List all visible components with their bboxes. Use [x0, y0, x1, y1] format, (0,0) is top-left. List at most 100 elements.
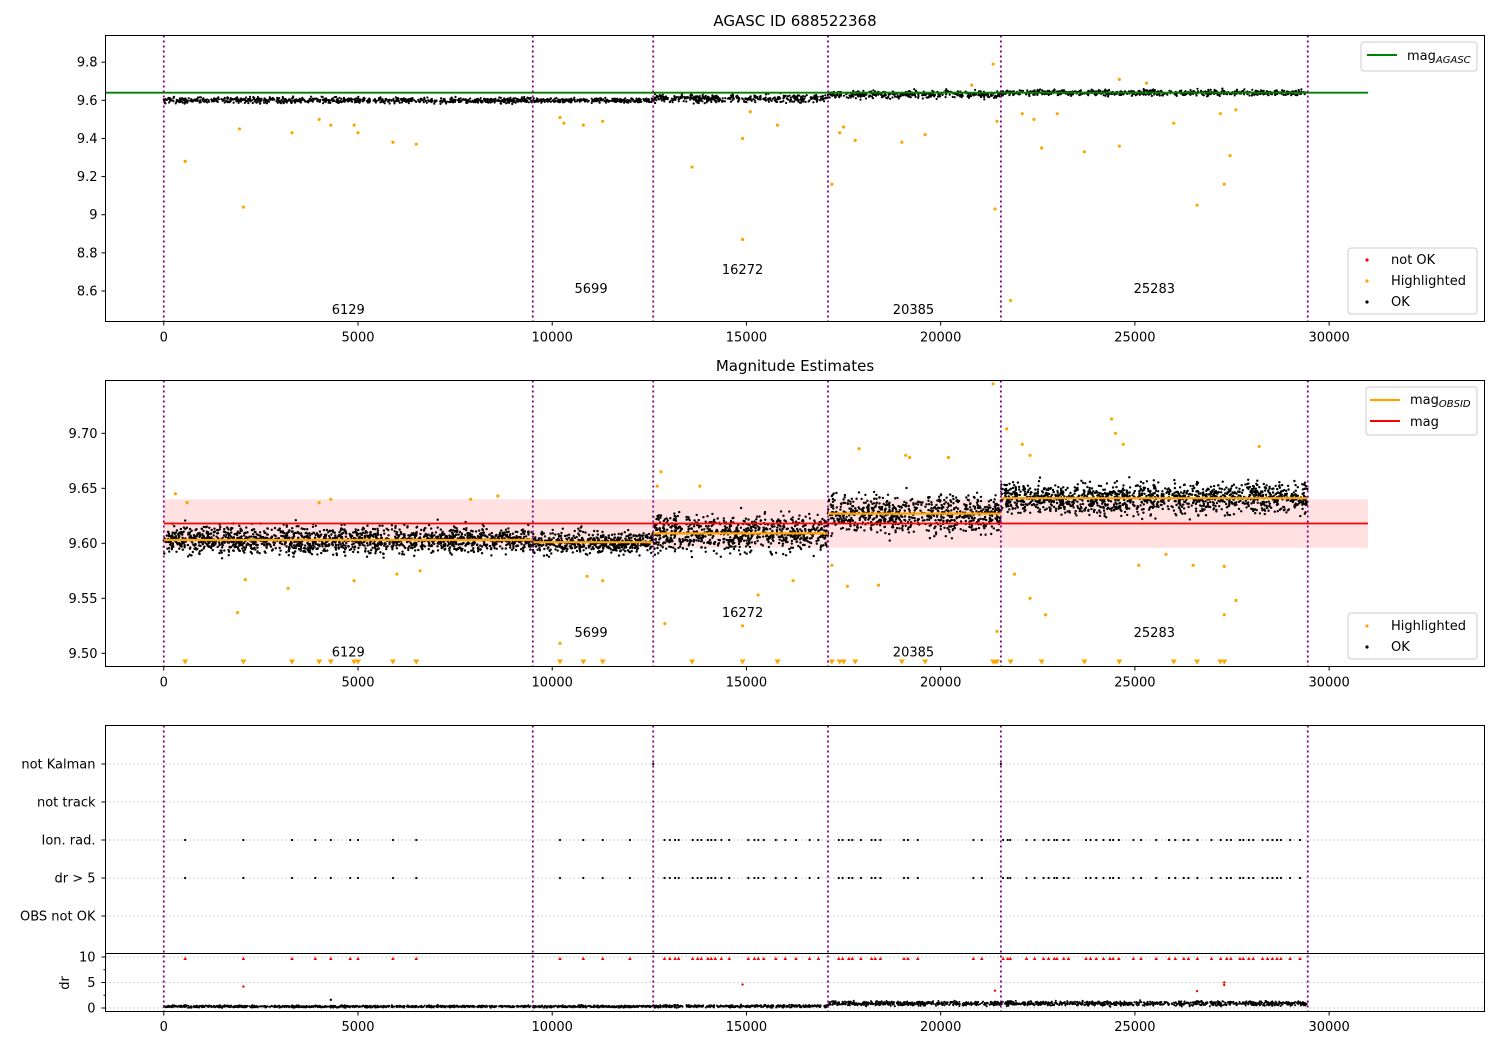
agasc-ok-point [207, 100, 210, 103]
agasc-ok-point [260, 99, 263, 102]
magnitude-ok-point [598, 550, 601, 553]
agasc-ok-point [945, 88, 948, 91]
agasc-ok-point [488, 99, 491, 102]
agasc-ok-point [430, 98, 433, 101]
magnitude-ok-point [228, 533, 231, 537]
agasc-ok-point [385, 98, 388, 101]
magnitude-ok-point [248, 535, 251, 538]
agasc-ok-point [442, 97, 445, 101]
magnitude-ok-point [474, 530, 478, 533]
agasc-ok-point [324, 98, 327, 101]
magnitude-ok-point [468, 532, 472, 535]
agasc-ok-point [388, 98, 391, 102]
agasc-ok-point [454, 98, 457, 101]
agasc-ok-point [338, 101, 341, 104]
agasc-ok-point [695, 99, 699, 102]
magnitude-ok-point [291, 551, 295, 554]
agasc-ok-point [247, 102, 250, 105]
magnitude-ok-point [366, 531, 369, 534]
agasc-ok-point [459, 97, 462, 100]
magnitude-ok-point [310, 532, 314, 536]
magnitude-ok-point [567, 536, 571, 539]
agasc-ok-point [829, 93, 833, 96]
magnitude-ok-point [404, 546, 407, 550]
magnitude-ok-point [175, 550, 178, 553]
agasc-highlighted-point [970, 83, 974, 87]
agasc-ok-point [439, 99, 442, 102]
agasc-ok-point [425, 101, 428, 104]
magnitude-ok-point [182, 541, 185, 545]
magnitude-ok-point [264, 551, 267, 554]
agasc-ok-point [983, 98, 986, 101]
magnitude-ok-point [607, 536, 611, 540]
magnitude-ok-point [330, 542, 334, 545]
agasc-ok-point [578, 100, 581, 103]
agasc-ok-point [792, 96, 795, 99]
agasc-ok-point [611, 97, 614, 100]
magnitude-ok-point [436, 549, 440, 552]
agasc-ok-point [355, 97, 358, 100]
agasc-ok-point [699, 97, 702, 100]
magnitude-ok-point [507, 530, 510, 533]
agasc-ok-point [573, 100, 577, 103]
magnitude-ok-point [633, 546, 637, 550]
agasc-ok-point [801, 97, 804, 101]
magnitude-ok-point [471, 530, 475, 533]
agasc-ok-point [689, 94, 692, 97]
magnitude-ok-point [392, 543, 395, 546]
magnitude-ok-point [808, 512, 811, 516]
magnitude-ok-point [298, 542, 301, 545]
magnitude-ok-point [231, 549, 235, 552]
agasc-ok-point [474, 101, 477, 104]
magnitude-ok-point [285, 551, 288, 554]
agasc-y-tick-label: 9 [89, 208, 97, 223]
magnitude-ok-point [617, 554, 621, 557]
agasc-ok-point [1196, 87, 1199, 90]
magnitude-ok-point [401, 550, 404, 553]
agasc-ok-point [433, 102, 436, 105]
magnitude-ok-point [393, 530, 396, 533]
agasc-ok-point [239, 97, 242, 100]
magnitude-ok-point [173, 525, 176, 528]
magnitude-ok-point [571, 536, 574, 540]
agasc-ok-point [1060, 89, 1063, 92]
magnitude-ok-point [524, 542, 527, 545]
magnitude-ok-point [353, 545, 356, 548]
magnitude-ok-point [570, 543, 573, 546]
magnitude-ok-point [356, 551, 360, 554]
agasc-highlighted-point [558, 115, 562, 120]
magnitude-ok-point [473, 535, 476, 539]
agasc-ok-point [592, 99, 596, 102]
magnitude-ok-point [263, 531, 266, 535]
magnitude-ok-point [207, 541, 210, 545]
agasc-ok-point [795, 98, 798, 102]
agasc-ok-point [659, 94, 663, 97]
agasc-ok-point [782, 100, 785, 103]
magnitude-ok-point [212, 531, 216, 534]
magnitude-ok-point [170, 546, 174, 549]
magnitude-ok-point [477, 550, 480, 553]
agasc-ok-point [703, 102, 706, 105]
magnitude-ok-point [629, 533, 632, 536]
magnitude-ok-point [179, 527, 183, 531]
magnitude-ok-point [445, 536, 449, 539]
magnitude-ok-point [550, 552, 553, 555]
magnitude-ok-point [475, 543, 479, 547]
agasc-ok-point [467, 98, 470, 101]
magnitude-ok-point [729, 552, 732, 555]
agasc-ok-point [393, 102, 396, 105]
magnitude-ok-point [565, 549, 568, 553]
magnitude-ok-point [489, 548, 493, 551]
agasc-ok-point [1166, 93, 1169, 96]
agasc-ok-point [815, 99, 819, 102]
magnitude-ok-point [373, 547, 377, 550]
agasc-ok-point [333, 99, 336, 102]
magnitude-ok-point [503, 531, 506, 534]
agasc-highlighted-point [356, 131, 360, 135]
agasc-ok-point [243, 101, 246, 104]
magnitude-ok-point [366, 544, 369, 547]
agasc-ok-point [623, 101, 626, 104]
magnitude-ok-point [460, 543, 464, 546]
magnitude-ok-point [708, 538, 712, 542]
magnitude-ok-point [320, 551, 323, 555]
